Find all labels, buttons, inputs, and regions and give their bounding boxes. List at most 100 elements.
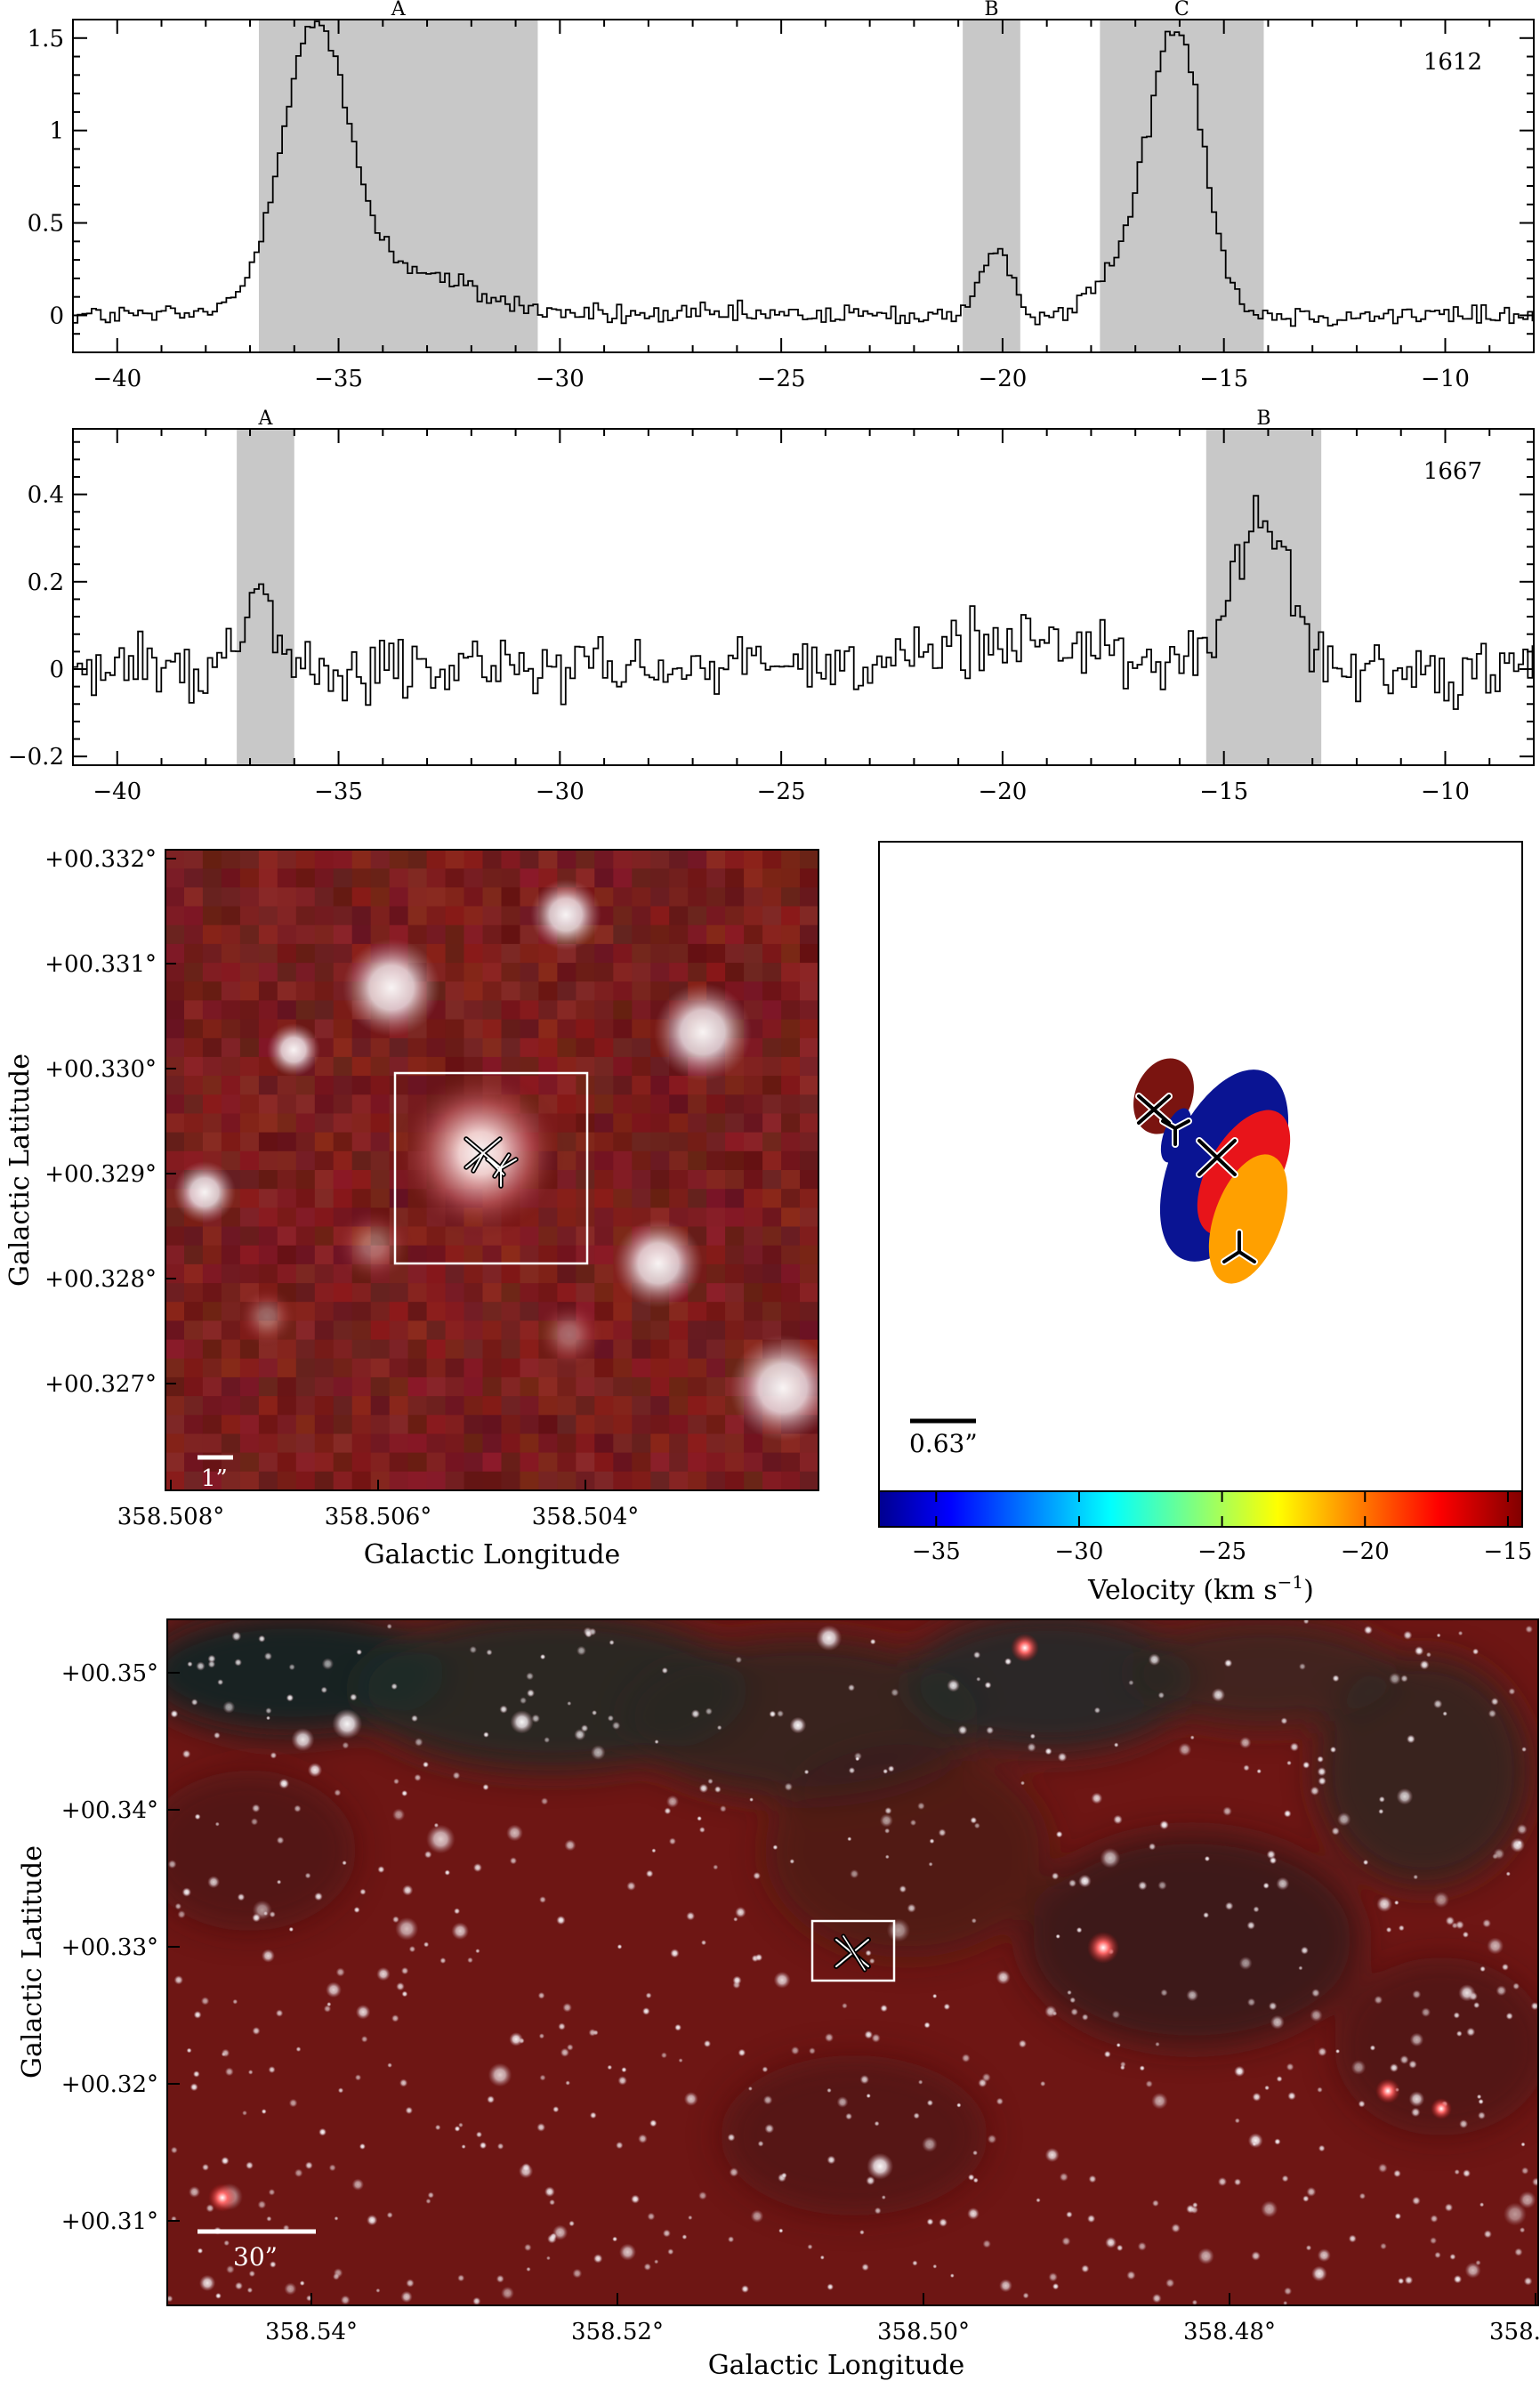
x-tick-label: 358.50° — [877, 2319, 970, 2345]
y-tick-label: +00.327° — [44, 1371, 157, 1398]
maser-marker-wide — [834, 1933, 871, 1973]
region-label-A: A — [391, 0, 407, 20]
bright-star — [1011, 1634, 1039, 1662]
y-tick-label: 1 — [49, 118, 64, 145]
zoom-image-panel: 1” 358.508° 358.506° 358.504° +00.332° +00.3… — [4, 846, 819, 1570]
y-tick-label: 0.2 — [28, 569, 64, 596]
y-tick-label: +00.33° — [61, 1934, 158, 1961]
wide-zoom-box — [810, 1919, 896, 1982]
image-source — [343, 939, 440, 1037]
image-source — [530, 879, 601, 950]
panel-label-1667: 1667 — [1423, 458, 1482, 485]
scalebar-wide-label: 30” — [233, 2242, 278, 2272]
y-tick-label: +00.329° — [44, 1161, 157, 1188]
panel-label-1612: 1612 — [1423, 49, 1482, 76]
x-tick-label: −25 — [757, 366, 806, 392]
x-tick-label: −25 — [757, 779, 806, 805]
dark-clouds — [167, 1619, 1538, 2216]
x-tick-label: 358.46° — [1489, 2319, 1540, 2345]
x-tick-label: 358.54° — [265, 2319, 358, 2345]
maser-markers-zoom — [464, 1136, 519, 1189]
spectrum-1612-line — [73, 20, 1534, 327]
zoom-image — [165, 850, 818, 1490]
region-label-A: A — [258, 408, 274, 430]
axes-wide: 358.54° 358.52° 358.50° 358.48° 358.46° +00.3… — [61, 1660, 1540, 2345]
colorbar-tick-label: −25 — [1197, 1538, 1246, 1565]
x-tick-label: −35 — [314, 779, 363, 805]
x-tick-label: 358.504° — [532, 1504, 640, 1530]
image-source — [236, 1286, 298, 1348]
shaded-regions-1612: A B C — [258, 0, 1264, 352]
x-tick-label: −35 — [314, 366, 363, 392]
y-tick-label: +00.328° — [44, 1266, 157, 1293]
x-tick-label: 358.48° — [1183, 2319, 1276, 2345]
region-label-B: B — [984, 0, 998, 20]
image-source — [730, 1335, 818, 1441]
y-tick-label: 1.5 — [28, 26, 64, 52]
colorbar-ticks: −35 −30 −25 −20 −15 — [912, 1491, 1532, 1565]
wide-image — [167, 1619, 1538, 2305]
x-tick-label: −20 — [978, 366, 1027, 392]
image-source — [614, 1219, 703, 1308]
region-label-B: B — [1256, 408, 1270, 430]
wide-image-panel: 30” 358.54° 358.52° 358.50° 358.48° 358.46° +… — [17, 1618, 1540, 2381]
ellipse-component-5 — [1208, 1154, 1288, 1284]
colorbar-tick-label: −30 — [1054, 1538, 1103, 1565]
maser-map-panel: 0.63” −35 −30 −25 −20 −15 Velocity (km s−1) — [878, 841, 1532, 1606]
x-tick-label: 358.506° — [325, 1504, 432, 1530]
y-tick-label: 0.5 — [28, 211, 64, 238]
bright-star — [1087, 1932, 1119, 1964]
y-tick-label: +00.31° — [61, 2208, 158, 2235]
x-tick-label: 358.508° — [117, 1504, 225, 1530]
y-tick-label: 0.4 — [28, 482, 64, 509]
spectrum-1612-panel: A B C −40 −35 −30 −25 −20 −15 −10 0 0.5 1 1.5 1612 — [28, 0, 1535, 392]
y-tick-label: +00.330° — [44, 1056, 157, 1083]
x-tick-label: −30 — [536, 366, 585, 392]
zoom-image-sources — [173, 879, 818, 1441]
y-tick-label: +00.332° — [44, 846, 157, 873]
y-tick-label: −0.2 — [8, 744, 64, 771]
colorbar-tick-label: −20 — [1341, 1538, 1390, 1565]
bright-star — [1375, 2078, 1400, 2103]
maser-markers-map — [1135, 1093, 1258, 1265]
wide-xlabel: Galactic Longitude — [708, 2350, 965, 2381]
y-tick-label: +00.331° — [44, 951, 157, 978]
scalebar-zoom-label: 1” — [201, 1465, 228, 1492]
scalebar-maser-label: 0.63” — [909, 1429, 978, 1458]
shaded-region-C — [1100, 20, 1264, 352]
y-tick-label: +00.34° — [61, 1797, 158, 1824]
y-tick-label: +00.35° — [61, 1660, 158, 1687]
shaded-region-B — [1205, 429, 1322, 765]
zoom-xlabel: Galactic Longitude — [364, 1539, 621, 1570]
image-source — [654, 983, 752, 1081]
colorbar-label: Velocity (km s−1) — [1087, 1571, 1314, 1606]
axes-1612: −40 −35 −30 −25 −20 −15 −10 0 0.5 1 1.5 — [28, 19, 1535, 392]
x-tick-label: −40 — [93, 779, 141, 805]
shaded-region-B — [963, 20, 1020, 352]
x-tick-label: −10 — [1421, 366, 1470, 392]
y-tick-label: 0 — [49, 303, 64, 329]
x-tick-label: −20 — [978, 779, 1027, 805]
plot-frame-1667 — [72, 428, 1535, 766]
y-tick-label: +00.32° — [61, 2071, 158, 2098]
region-label-C: C — [1174, 0, 1189, 20]
image-source — [534, 1299, 605, 1370]
plot-frame-zoom — [165, 849, 819, 1491]
colorbar-tick-label: −35 — [912, 1538, 961, 1565]
wide-image-stars — [167, 1619, 1538, 2305]
axes-zoom: 358.508° 358.506° 358.504° +00.332° +00.331°… — [44, 846, 639, 1530]
zoom-ylabel: Galactic Latitude — [4, 1053, 36, 1287]
image-source — [267, 1023, 320, 1077]
colorbar — [878, 1490, 1523, 1528]
colorbar-tick-label: −15 — [1483, 1538, 1532, 1565]
bright-star — [1431, 2098, 1452, 2119]
image-source — [173, 1161, 236, 1223]
image-source — [334, 1206, 414, 1286]
x-tick-label: 358.52° — [571, 2319, 664, 2345]
x-tick-label: −15 — [1199, 779, 1248, 805]
spectrum-1667-line — [73, 495, 1534, 710]
y-tick-label: 0 — [49, 657, 64, 683]
